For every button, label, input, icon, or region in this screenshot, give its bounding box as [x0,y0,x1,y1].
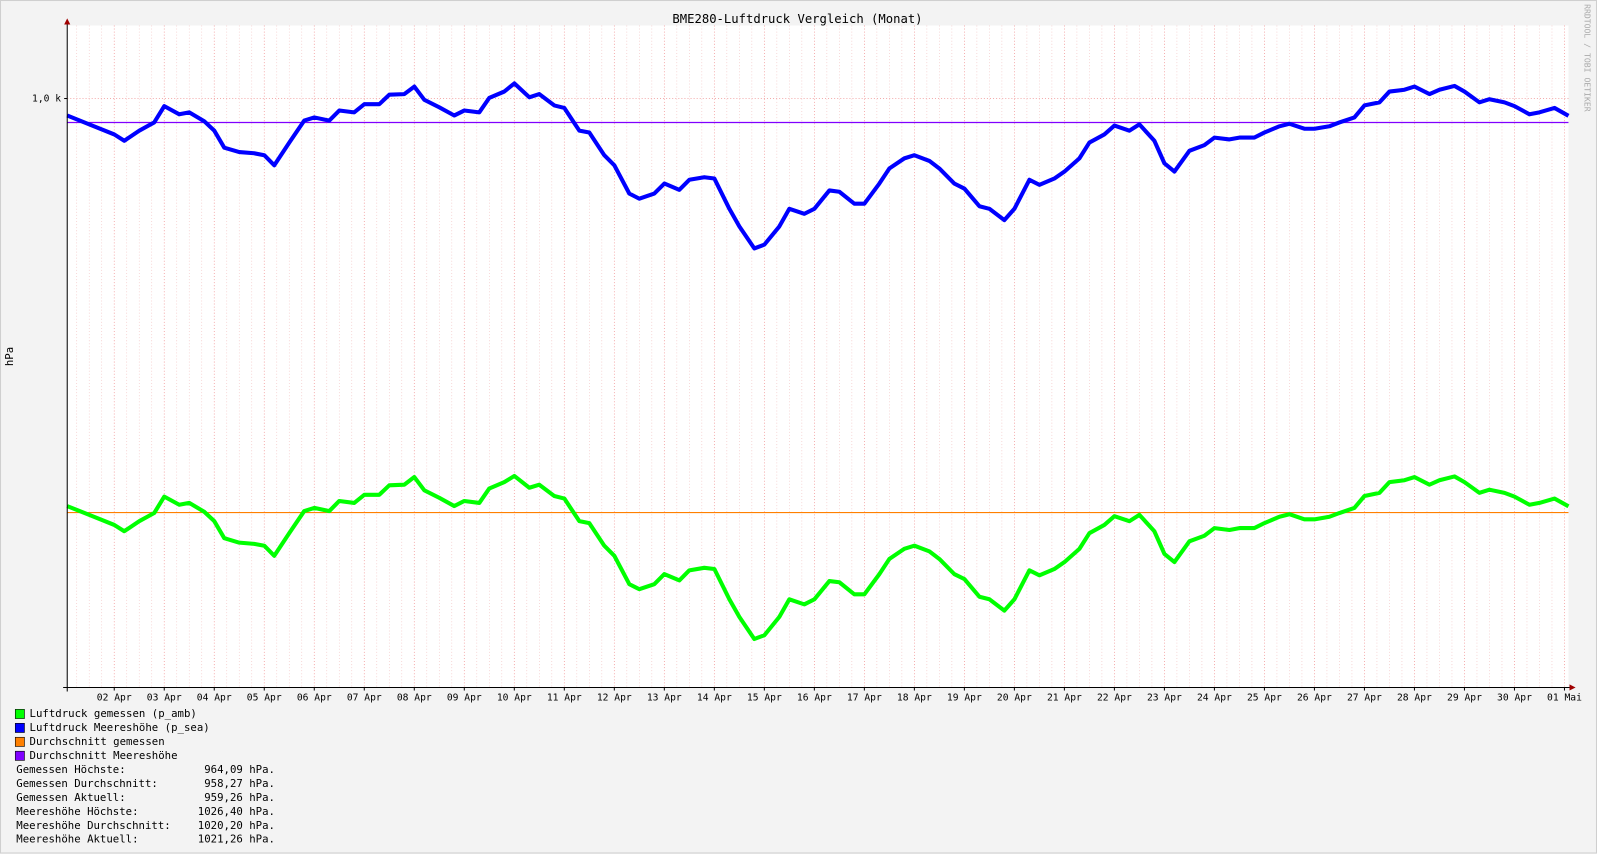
x-tick-label: 05 Apr [247,693,282,704]
x-tick-label: 24 Apr [1197,693,1232,704]
stat-value: 1020,20 hPa. [198,819,275,832]
x-tick-label: 09 Apr [447,693,482,704]
series-line [66,473,1570,642]
stat-label: Meereshöhe Aktuell: [16,833,138,846]
legend: Luftdruck gemessen (p_amb)Luftdruck Meer… [14,707,275,846]
x-tick-label: 20 Apr [997,693,1032,704]
marks [66,81,1570,642]
x-tick-label: 16 Apr [797,693,832,704]
stat-value: 1021,26 hPa. [198,833,275,846]
x-tick-label: 23 Apr [1147,693,1182,704]
legend-label: Durchschnitt Meereshöhe [30,749,178,762]
x-tick-label: 15 Apr [747,693,782,704]
x-tick-label: 27 Apr [1347,693,1382,704]
x-tick-label: 14 Apr [697,693,732,704]
x-tick-label: 28 Apr [1397,693,1432,704]
x-tick-label: 06 Apr [297,693,332,704]
legend-swatch [14,750,25,761]
chart-title: BME280-Luftdruck Vergleich (Monat) [672,12,922,26]
x-tick-label: 07 Apr [347,693,382,704]
x-tick-label: 04 Apr [197,693,232,704]
watermark: RRDTOOL / TOBI OETIKER [1582,4,1592,112]
legend-label: Luftdruck Meereshöhe (p_sea) [30,721,210,734]
x-tick-label: 18 Apr [897,693,932,704]
y-axis-arrow [64,18,71,25]
x-tick-label: 03 Apr [147,693,182,704]
x-tick-label: 08 Apr [397,693,432,704]
x-tick-label: 25 Apr [1247,693,1282,704]
legend-label: Luftdruck gemessen (p_amb) [30,707,197,720]
x-tick-label: 17 Apr [847,693,882,704]
stat-value: 964,09 hPa. [204,763,275,776]
legend-swatch [14,736,25,747]
x-tick-label: 26 Apr [1297,693,1332,704]
stat-label: Gemessen Höchste: [16,763,125,776]
x-tick-label: 10 Apr [497,693,532,704]
x-tick-label: 13 Apr [647,693,682,704]
stat-label: Meereshöhe Höchste: [16,805,138,818]
plot-area [67,25,1569,688]
y-tick-label: 1,0 k [32,94,61,105]
stat-label: Gemessen Aktuell: [16,791,125,804]
x-tick-label: 30 Apr [1497,693,1532,704]
stat-value: 959,26 hPa. [204,791,275,804]
y-axis-label: hPa [3,347,16,366]
stat-label: Gemessen Durchschnitt: [16,777,158,790]
stat-value: 958,27 hPa. [204,777,275,790]
x-tick-label: 11 Apr [547,693,582,704]
legend-swatch [14,709,25,719]
x-tick-label: 21 Apr [1047,693,1082,704]
series-line [66,81,1570,251]
legend-label: Durchschnitt gemessen [30,735,165,748]
grid: 02 Apr 03 Apr 04 Apr 05 Apr 06 Apr 07 Apr 08 A… [32,25,1582,704]
x-tick-label: 01 Mai [1547,693,1582,704]
x-tick-label: 22 Apr [1097,693,1132,704]
legend-swatch [14,723,25,733]
stat-label: Meereshöhe Durchschnitt: [16,819,170,832]
x-axis-arrow [1569,684,1576,691]
x-tick-label: 19 Apr [947,693,982,704]
x-tick-label: 29 Apr [1447,693,1482,704]
stat-value: 1026,40 hPa. [198,805,275,818]
x-tick-label: 12 Apr [597,693,632,704]
x-tick-label: 02 Apr [97,693,132,704]
